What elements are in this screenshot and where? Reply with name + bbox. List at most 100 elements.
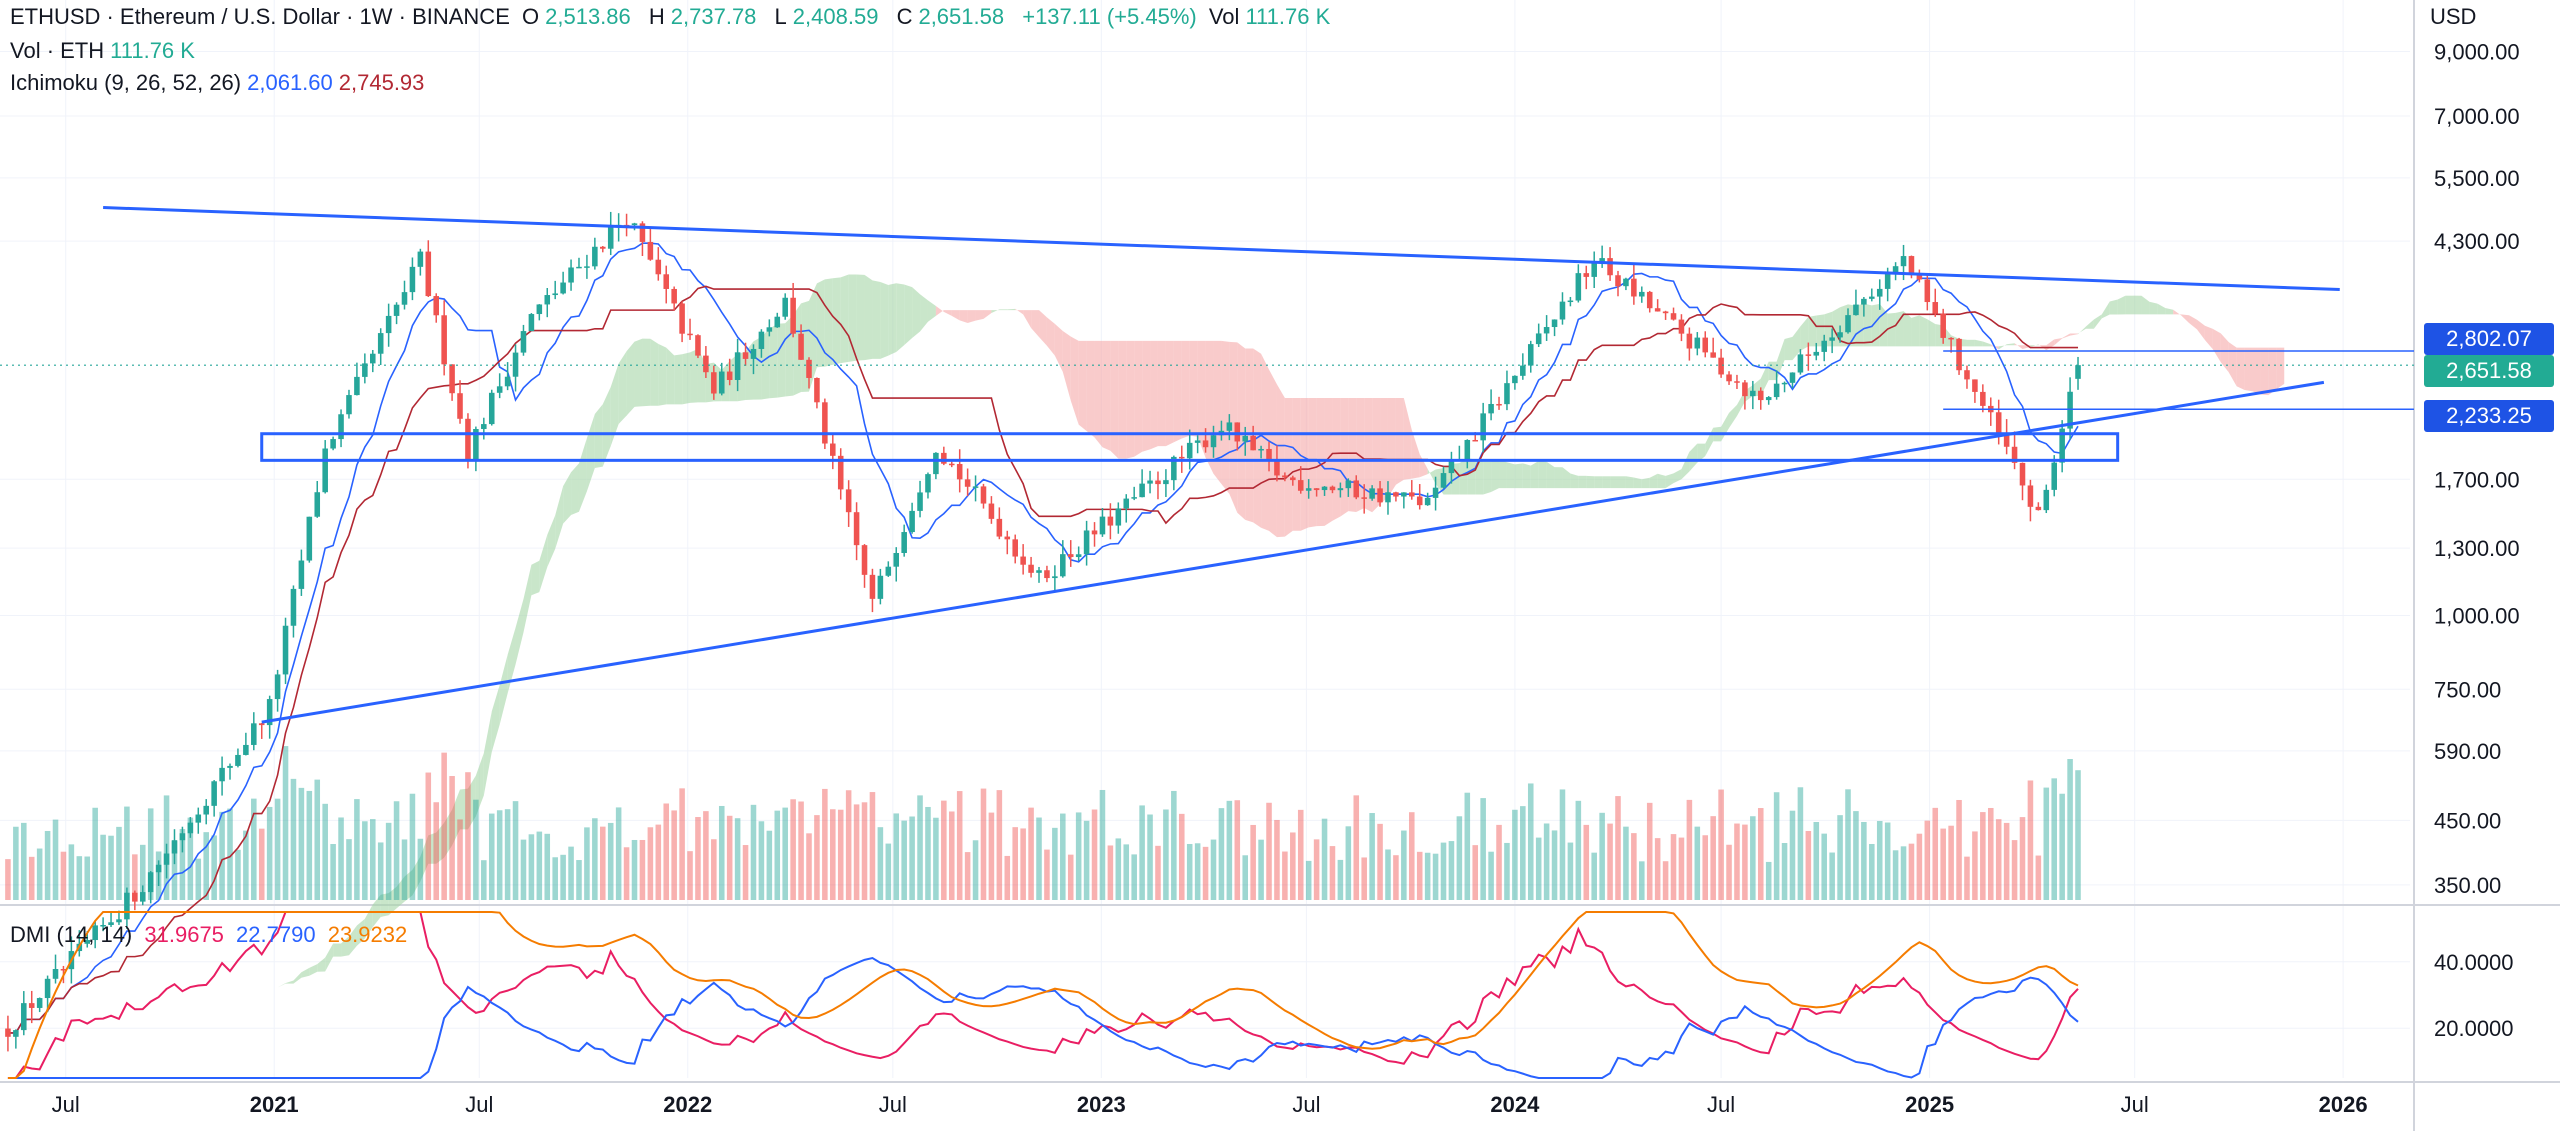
dmi-adx-line — [7, 911, 2079, 1079]
cloud-segment-bearish — [1062, 331, 1071, 401]
cloud-segment-bullish — [1919, 315, 1928, 347]
volume-bar — [179, 829, 186, 900]
volume-bar — [1226, 800, 1233, 900]
volume-bar — [742, 845, 749, 900]
candle-body — [734, 352, 741, 380]
cloud-segment-bearish — [1015, 308, 1024, 315]
cloud-segment-bullish — [1697, 443, 1706, 463]
cloud-segment-bullish — [682, 352, 691, 405]
candle-body — [409, 266, 416, 293]
candle-body — [2059, 428, 2065, 463]
ohlc-open: O 2,513.86 — [522, 4, 631, 29]
cloud-segment-bearish — [2062, 333, 2071, 339]
candle-body — [663, 274, 670, 289]
candle-body — [1710, 352, 1716, 358]
candle-body — [195, 814, 202, 823]
price-axis-label: 590.00 — [2434, 739, 2501, 764]
cloud-segment-bullish — [610, 363, 619, 447]
volume-bar — [1345, 826, 1352, 900]
volume-bar — [845, 790, 852, 900]
time-axis-month-label: Jul — [52, 1092, 80, 1117]
volume-bar — [718, 805, 725, 900]
candle-body — [52, 969, 59, 979]
volume-bar — [457, 819, 463, 900]
cloud-segment-bullish — [840, 274, 849, 364]
volume-bar — [1646, 802, 1653, 900]
candle-body — [1742, 382, 1748, 397]
candle-body — [592, 246, 598, 267]
volume-bar — [536, 831, 543, 900]
cloud-segment-bearish — [1126, 340, 1135, 459]
cloud-segment-bullish — [1800, 316, 1809, 351]
cloud-segment-bullish — [880, 281, 889, 359]
header-volume: Vol 111.76 K — [1208, 4, 1331, 29]
candle-body — [1520, 365, 1526, 376]
volume-bar — [496, 810, 503, 900]
candle-body — [1527, 344, 1534, 366]
volume-bar — [1972, 831, 1978, 900]
candle-body — [496, 386, 503, 393]
candle-body — [1607, 258, 1613, 276]
candle-body — [1726, 374, 1732, 382]
candle-body — [1012, 539, 1018, 557]
cloud-segment-bullish — [483, 711, 492, 796]
candle-body — [1916, 274, 1923, 280]
volume-bar — [1409, 812, 1415, 900]
cloud-segment-bearish — [1181, 340, 1190, 439]
cloud-segment-bullish — [356, 918, 365, 946]
cloud-segment-bullish — [1689, 443, 1698, 472]
volume-bar — [1639, 861, 1645, 900]
cloud-segment-bearish — [1316, 398, 1325, 527]
volume-bar — [1448, 841, 1455, 900]
volume-bar — [806, 833, 812, 900]
volume-bar — [1932, 807, 1939, 900]
cloud-segment-bearish — [1078, 340, 1087, 432]
volume-bar — [1337, 859, 1344, 900]
candle-body — [473, 429, 479, 461]
candle-body — [790, 297, 796, 334]
cloud-segment-bearish — [2181, 314, 2190, 324]
volume-bar — [1424, 852, 1431, 900]
cloud-segment-bullish — [285, 980, 294, 984]
candle-body — [726, 371, 733, 380]
candle-body — [100, 924, 106, 927]
candle-body — [1123, 498, 1130, 509]
candle-body — [1250, 435, 1256, 451]
volume-bar — [1004, 855, 1011, 900]
candle-body — [219, 767, 225, 782]
volume-bar — [1813, 822, 1820, 900]
candle-body — [520, 331, 527, 353]
volume-bar — [1750, 816, 1756, 900]
volume-bar — [695, 817, 701, 900]
volume-bar — [1464, 792, 1471, 900]
volume-bar — [282, 746, 289, 900]
candle-body — [1282, 475, 1288, 478]
candle-body — [1892, 266, 1899, 274]
volume-bar — [1861, 821, 1867, 900]
price-axis-label: 1,000.00 — [2434, 603, 2520, 628]
candle-body — [933, 452, 939, 475]
volume-bar — [861, 802, 868, 900]
volume-bar — [639, 839, 646, 900]
cloud-segment-bullish — [467, 775, 476, 830]
candle-body — [1131, 497, 1137, 499]
price-change: +137.11 (+5.45%) — [1022, 4, 1197, 29]
cloud-segment-bearish — [2054, 337, 2063, 346]
cloud-segment-bearish — [1118, 340, 1127, 459]
volume-bar — [409, 793, 416, 900]
volume-bar — [21, 822, 27, 900]
candle-body — [1488, 403, 1494, 414]
cloud-segment-bullish — [1578, 475, 1587, 489]
candle-body — [1805, 354, 1812, 356]
volume-bar — [2027, 780, 2034, 900]
cloud-segment-bearish — [1372, 398, 1381, 513]
time-axis-month-label: Jul — [879, 1092, 907, 1117]
volume-bar — [1908, 843, 1915, 900]
candle-body — [1472, 439, 1479, 442]
cloud-segment-bearish — [1094, 340, 1103, 448]
support-trendline — [261, 380, 2325, 724]
time-axis-year-label: 2026 — [2319, 1092, 2368, 1117]
volume-bar — [1456, 816, 1463, 900]
volume-bar — [1282, 851, 1288, 900]
